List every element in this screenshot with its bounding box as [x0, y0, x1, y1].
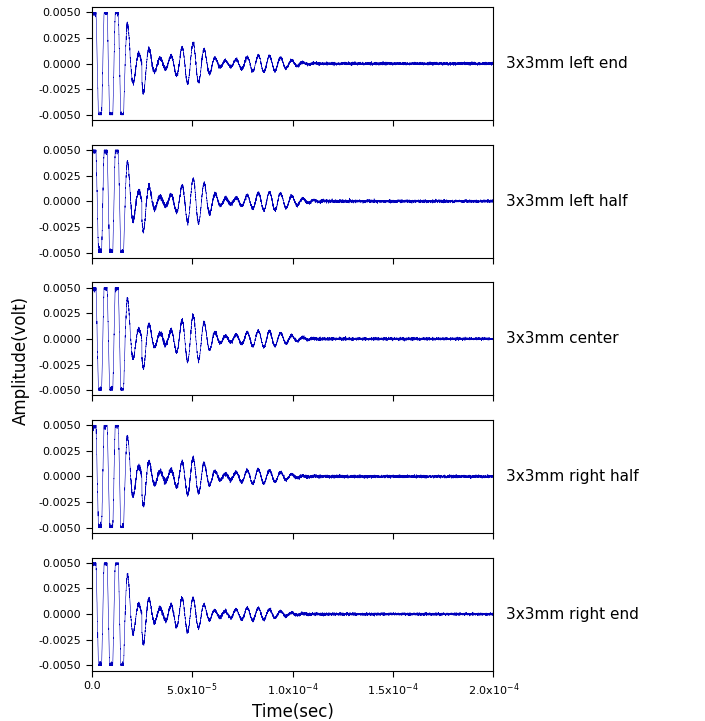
Text: 3x3mm left half: 3x3mm left half	[505, 194, 627, 209]
Text: 3x3mm left end: 3x3mm left end	[505, 56, 627, 71]
X-axis label: Time(sec): Time(sec)	[252, 703, 333, 721]
Text: 3x3mm right end: 3x3mm right end	[505, 606, 639, 622]
Text: 3x3mm right half: 3x3mm right half	[505, 469, 638, 484]
Text: 3x3mm center: 3x3mm center	[505, 332, 618, 346]
Text: Amplitude(volt): Amplitude(volt)	[12, 296, 30, 425]
